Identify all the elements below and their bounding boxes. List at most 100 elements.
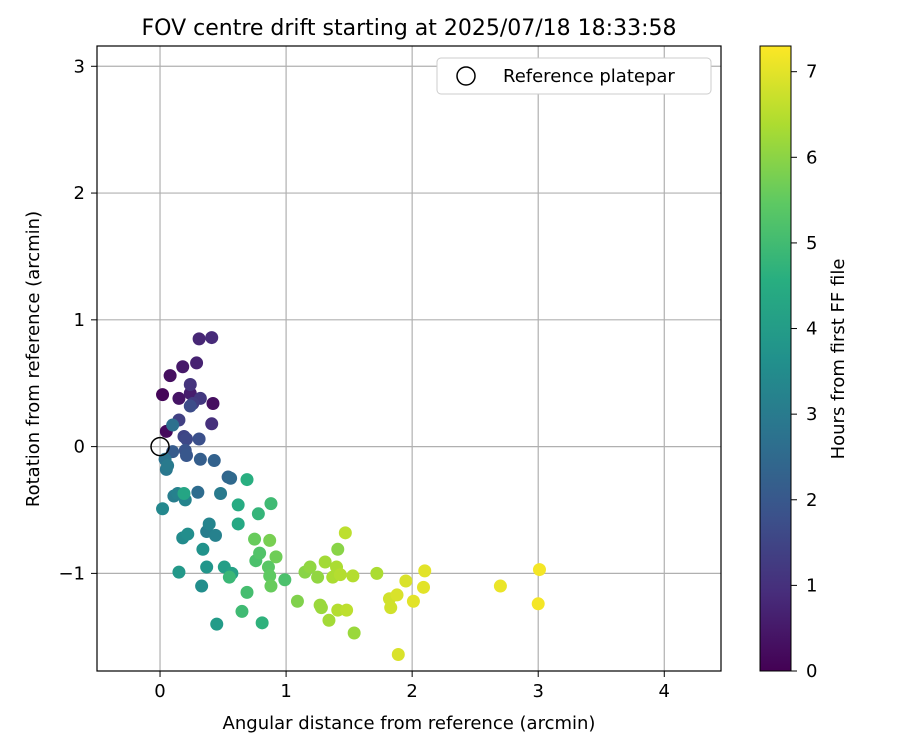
data-point	[156, 388, 170, 402]
data-point	[224, 471, 238, 485]
data-point	[384, 601, 398, 615]
x-tick-label: 0	[154, 681, 165, 702]
y-tick-label: −1	[58, 563, 85, 584]
data-point	[190, 356, 204, 370]
data-point	[180, 432, 194, 446]
colorbar-tick-label: 2	[806, 490, 817, 511]
data-point	[176, 360, 190, 374]
data-point	[248, 532, 262, 546]
x-tick-label: 2	[406, 681, 417, 702]
data-point	[346, 569, 360, 583]
x-tick-label: 3	[532, 681, 543, 702]
data-point	[191, 485, 205, 499]
data-point	[416, 580, 430, 594]
data-point	[314, 601, 328, 615]
data-point	[156, 502, 170, 516]
data-point	[205, 331, 219, 345]
colorbar-tick-label: 4	[806, 319, 817, 340]
data-point	[406, 594, 420, 608]
colorbar-tick-label: 1	[806, 575, 817, 596]
data-point	[206, 397, 220, 411]
data-point	[418, 564, 432, 578]
y-axis-label: Rotation from reference (arcmin)	[23, 211, 44, 507]
colorbar-tick-label: 5	[806, 233, 817, 254]
colorbar: 0 1 2 3 4 5 6 7 Hours from first FF file	[759, 45, 849, 682]
colorbar-tick-label: 3	[806, 404, 817, 425]
colorbar-tick-label: 7	[806, 62, 817, 83]
data-point	[370, 566, 384, 580]
data-point	[192, 432, 206, 446]
data-point	[390, 588, 404, 602]
data-point	[318, 555, 332, 569]
data-point	[240, 585, 254, 599]
data-point	[531, 597, 545, 611]
data-point	[205, 417, 219, 431]
data-point	[214, 487, 228, 501]
colorbar-tick-label: 6	[806, 147, 817, 168]
y-tick-label: 1	[74, 310, 85, 331]
legend-open-circle-icon	[456, 66, 476, 86]
plot-frame	[96, 45, 722, 672]
data-point	[207, 454, 221, 468]
data-point	[290, 594, 304, 608]
data-point	[202, 517, 216, 531]
data-point	[303, 560, 317, 574]
data-point	[340, 603, 354, 617]
data-point	[166, 418, 180, 432]
legend-box	[436, 57, 712, 95]
y-tick-label: 0	[74, 437, 85, 458]
data-point	[210, 617, 224, 631]
data-point	[391, 648, 405, 662]
legend: Reference platepar	[436, 57, 712, 95]
data-point	[177, 487, 191, 501]
data-point	[172, 565, 186, 579]
data-point	[331, 542, 345, 556]
data-point	[264, 579, 278, 593]
data-point	[255, 616, 269, 630]
x-axis-ticks: 0 1 2 3 4	[154, 671, 670, 702]
data-point	[200, 560, 214, 574]
x-tick-label: 1	[280, 681, 291, 702]
reference-platepar-marker	[150, 436, 170, 457]
data-point	[196, 542, 210, 556]
data-point	[240, 473, 254, 487]
data-point	[263, 569, 277, 583]
data-point	[235, 604, 249, 618]
data-point	[269, 550, 283, 564]
data-point	[253, 546, 267, 560]
data-point	[222, 570, 236, 584]
data-point	[311, 570, 325, 584]
x-axis-label: Angular distance from reference (arcmin)	[223, 713, 596, 734]
colorbar-tick-label: 0	[806, 661, 817, 682]
data-point	[399, 574, 413, 588]
x-tick-label: 4	[659, 681, 670, 702]
data-point	[195, 579, 209, 593]
scatter-points	[156, 331, 546, 662]
data-point	[183, 399, 197, 413]
data-point	[231, 498, 245, 512]
data-point	[264, 497, 278, 511]
data-point	[251, 507, 265, 521]
data-point	[338, 526, 352, 540]
data-point	[208, 528, 222, 542]
data-point	[347, 626, 361, 640]
colorbar-gradient	[759, 45, 792, 672]
data-point	[172, 391, 186, 405]
legend-label: Reference platepar	[503, 66, 675, 87]
colorbar-label: Hours from first FF file	[828, 259, 849, 460]
data-point	[163, 369, 177, 383]
data-point	[231, 517, 245, 531]
data-point	[493, 579, 507, 593]
data-point	[192, 332, 206, 346]
y-tick-label: 2	[74, 183, 85, 204]
chart-title: FOV centre drift starting at 2025/07/18 …	[142, 16, 677, 41]
data-point	[333, 568, 347, 582]
y-axis-ticks: −1 0 1 2 3	[58, 56, 97, 584]
data-point	[161, 459, 175, 473]
data-point	[180, 448, 194, 462]
data-point	[263, 533, 277, 547]
data-point	[278, 573, 292, 587]
data-point	[183, 377, 197, 391]
y-tick-label: 3	[74, 56, 85, 77]
